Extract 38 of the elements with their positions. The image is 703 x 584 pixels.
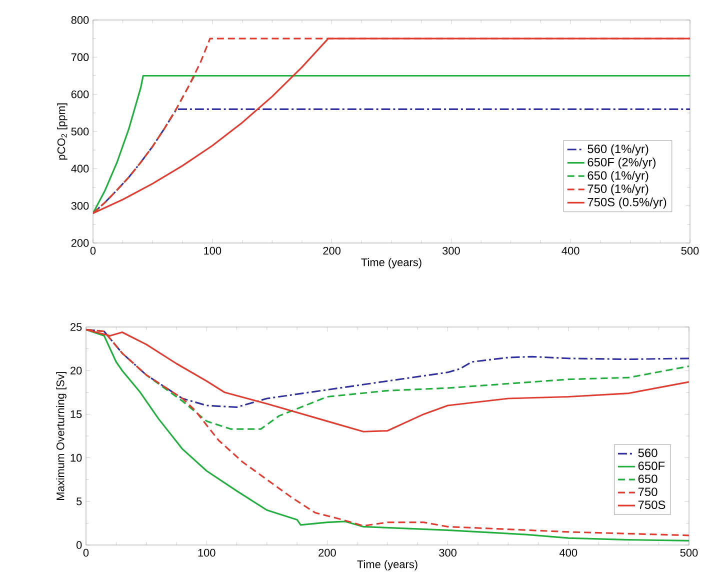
x-tick-label: 500	[680, 548, 698, 557]
y-tick-label: 10	[70, 454, 82, 462]
y-tick-label: 5	[76, 498, 82, 506]
x-tick-label: 100	[204, 246, 222, 255]
x-tick-label: 400	[562, 246, 580, 255]
y-tick-label: 25	[70, 323, 82, 331]
y-axis-title: Maximum Overturning [Sv]	[56, 372, 66, 500]
x-tick-label: 200	[318, 548, 336, 557]
x-tick-label: 300	[439, 548, 456, 557]
x-axis-title: Time (years)	[357, 560, 418, 570]
y-tick-label: 20	[70, 366, 82, 374]
legend-label: 750	[638, 488, 658, 496]
x-tick-label: 0	[90, 246, 96, 255]
legend-label: 560	[638, 448, 658, 458]
y-tick-label: 800	[71, 16, 89, 24]
legend-label: 650F (2%/yr)	[588, 158, 656, 169]
y-tick-label: 400	[71, 164, 89, 173]
y-tick-label: 600	[71, 90, 89, 98]
legend-label: 560 (1%/yr)	[588, 144, 648, 156]
x-tick-label: 200	[323, 246, 340, 255]
y-axis-title: pCO$_{2}$ [ppm]	[57, 103, 68, 160]
y-tick-label: 500	[71, 128, 89, 136]
legend-label: 650 (1%/yr)	[588, 170, 648, 182]
x-tick-label: 100	[198, 548, 216, 557]
legend-label: 650	[638, 474, 658, 484]
x-tick-label: 400	[560, 548, 578, 557]
x-tick-label: 300	[442, 246, 460, 255]
legend-label: 650F	[638, 462, 665, 470]
legend-label: 750S (0.5%/yr)	[588, 198, 666, 209]
y-tick-label: 0	[76, 541, 82, 549]
x-tick-label: 500	[681, 246, 699, 255]
y-tick-label: 300	[71, 202, 89, 210]
y-tick-label: 15	[70, 410, 82, 418]
legend-label: 750S	[638, 500, 666, 510]
x-axis-title: Time (years)	[361, 258, 422, 268]
legend-label: 750 (1%/yr)	[588, 184, 648, 196]
y-tick-label: 200	[71, 239, 89, 247]
y-tick-label: 700	[71, 53, 89, 62]
